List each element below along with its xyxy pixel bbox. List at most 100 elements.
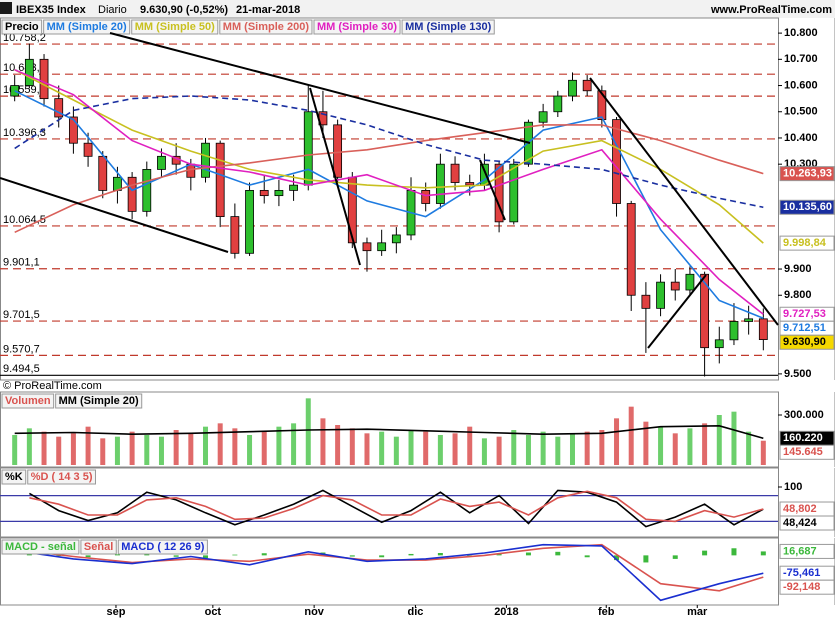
bar	[217, 423, 223, 465]
bar	[393, 436, 399, 465]
y-tick-label: 100	[784, 481, 802, 493]
candle-body	[259, 189, 269, 197]
legend-box	[131, 19, 219, 35]
candle-body	[450, 163, 460, 183]
bar	[628, 406, 634, 465]
trend-line	[589, 77, 779, 326]
bar	[114, 436, 120, 465]
candle-body	[391, 234, 401, 244]
bar	[672, 433, 678, 465]
bar	[158, 436, 164, 465]
candle-body	[700, 273, 710, 349]
value-tag-label: 48,424	[783, 517, 818, 529]
bar	[467, 426, 473, 465]
candle-body	[641, 294, 651, 309]
bar	[26, 428, 32, 465]
legend-box	[80, 539, 117, 555]
candle-body	[274, 189, 284, 197]
trend-line	[109, 32, 531, 144]
bar	[276, 426, 282, 465]
line-series	[14, 90, 764, 319]
legend-entry: MM (Simple 20)	[47, 21, 127, 33]
bar	[261, 553, 267, 556]
panel-frame	[0, 467, 779, 538]
bar	[614, 418, 620, 465]
bar	[584, 555, 590, 558]
bar	[437, 435, 443, 465]
candle-body	[127, 176, 137, 212]
legend-entry: MM (Simple 130)	[405, 21, 492, 33]
bar	[129, 431, 135, 465]
bar	[702, 423, 708, 465]
line-series	[29, 490, 764, 523]
bar	[525, 435, 531, 465]
bar	[247, 435, 253, 465]
trend-line	[309, 87, 361, 266]
value-tag-label: 10.263,93	[783, 168, 832, 180]
value-tag	[779, 334, 835, 350]
period: Diario	[98, 4, 127, 16]
bar	[12, 435, 18, 465]
bar	[540, 431, 546, 465]
level-label: 9.701,5	[3, 309, 40, 321]
candle-body	[289, 184, 298, 191]
candle-body	[758, 318, 768, 340]
candle-body	[10, 85, 20, 97]
y-tick-label: 10.800	[784, 27, 818, 39]
legend-entry: Precio	[5, 21, 39, 33]
value-tag	[779, 543, 835, 559]
legend-box	[1, 19, 43, 35]
legend-entry: MM (Simple 20)	[59, 395, 139, 407]
legend-entry: %K	[5, 471, 23, 483]
level-label: 9.901,1	[3, 257, 40, 269]
candle-body	[215, 142, 225, 218]
value-tag-label: -92,148	[783, 581, 820, 593]
candle-body	[465, 182, 475, 186]
trend-line	[479, 159, 506, 221]
x-tick-label: mar	[687, 606, 708, 618]
level-label: 10.064,5	[3, 214, 46, 226]
candle-body	[494, 163, 504, 223]
y-tick-label: 10.400	[784, 132, 818, 144]
legend-entry: MM (Simple 200)	[223, 21, 310, 33]
bar	[203, 555, 209, 559]
bar	[760, 440, 766, 465]
line-series	[14, 69, 764, 244]
value-tag	[779, 444, 835, 460]
x-tick-label: nov	[304, 606, 324, 618]
legend-box	[55, 393, 143, 409]
line-series	[14, 543, 764, 602]
candle-body	[714, 339, 724, 349]
legend-entry: MACD - señal	[5, 541, 76, 553]
legend-box	[1, 393, 55, 409]
header-bar	[0, 0, 835, 18]
value-tag-label: 9.712,51	[783, 322, 826, 334]
candle-body	[538, 111, 548, 123]
legend-entry: MACD ( 12 26 9)	[121, 541, 204, 553]
bar	[555, 436, 561, 465]
value-tag-label: 160.220	[783, 432, 823, 444]
level-label: 9.570,7	[3, 343, 40, 355]
value-tag-label: 9.998,84	[783, 237, 827, 249]
line-series	[14, 124, 764, 234]
level-label: 10.396,3	[3, 127, 46, 139]
bar	[496, 436, 502, 465]
legend-entry: %D ( 14 3 5)	[31, 471, 93, 483]
trend-line	[0, 177, 229, 253]
bar	[232, 554, 238, 556]
candle-body	[612, 119, 621, 204]
copyright: © ProRealTime.com	[3, 380, 102, 392]
bar	[41, 431, 47, 465]
bar	[85, 555, 91, 558]
value-tag	[779, 199, 835, 215]
bar	[672, 555, 678, 559]
candle-body	[435, 163, 445, 204]
bar	[452, 433, 458, 465]
value-tag	[779, 235, 835, 251]
bar	[349, 428, 355, 465]
bar	[423, 431, 429, 465]
bar	[364, 433, 370, 465]
x-tick-label: dic	[407, 606, 423, 618]
candle-body	[230, 216, 240, 254]
level-label: 9.494,5	[3, 363, 40, 375]
